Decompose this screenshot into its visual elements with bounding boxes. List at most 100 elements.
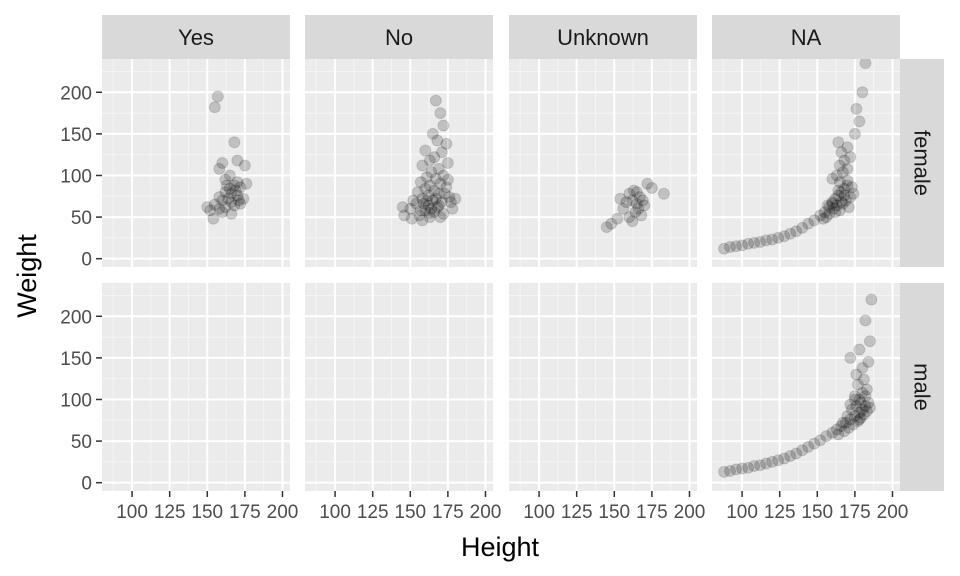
data-point [848,410,861,423]
panel-na-male [712,283,900,491]
data-point [851,415,864,428]
data-point [860,383,873,396]
y-tick-label: 200 [60,307,92,328]
data-point [832,136,845,149]
x-axis-title: Height [461,532,540,562]
data-point [859,390,872,403]
data-point [845,181,858,194]
data-point [208,198,221,211]
data-point [838,182,851,195]
x-tick-label: 150 [394,502,426,523]
data-point [778,230,791,243]
data-point [856,86,869,99]
data-point [414,204,427,217]
data-point [232,194,245,207]
data-point [841,162,854,175]
data-point [817,212,830,225]
data-point [754,459,767,472]
data-point [435,196,448,209]
data-point [853,393,866,406]
data-point [426,194,439,207]
data-point [234,197,247,210]
data-point [835,186,848,199]
data-point [730,240,743,253]
data-point [437,207,450,220]
y-tick-label: 100 [60,166,92,187]
data-point [865,293,878,306]
data-point [411,186,424,199]
panel-yes-male [102,283,290,491]
data-point [657,187,670,200]
strip-col-na: NA [712,15,900,59]
data-point [231,154,244,167]
data-point [856,386,869,399]
strip-background [509,15,697,59]
data-point [216,206,229,219]
data-point [213,162,226,175]
data-point [623,211,636,224]
data-point [844,191,857,204]
data-point [414,176,427,189]
data-point [850,400,863,413]
data-point [614,192,627,205]
y-tick-label: 200 [60,83,92,104]
data-point [437,119,450,132]
data-point [859,314,872,327]
data-point [208,101,221,114]
strip-col-yes: Yes [102,15,290,59]
data-point [420,171,433,184]
x-tick-label: 125 [154,502,186,523]
x-tick-label: 125 [561,502,593,523]
data-point [859,57,872,70]
data-point [853,406,866,419]
data-point [213,202,226,215]
data-point [814,209,827,222]
data-point [829,192,842,205]
panel-background [712,283,900,491]
data-point [398,209,411,222]
data-point [857,373,870,386]
strips-layer: Yes No Unknown NA female male [102,15,944,491]
strip-label: female [910,130,935,196]
data-point [207,212,220,225]
data-point [830,169,843,182]
data-point [428,206,441,219]
data-point [784,227,797,240]
data-point [863,335,876,348]
strip-label: male [910,363,935,411]
data-point [844,151,857,164]
data-point [237,192,250,205]
data-point [228,136,241,149]
data-point [856,403,869,416]
panel-background [305,59,493,267]
panel-background [712,59,900,267]
data-point [766,455,779,468]
data-point [225,207,238,220]
data-point [222,192,235,205]
data-point [638,199,651,212]
data-point [219,201,232,214]
data-point [225,196,238,209]
data-point [438,187,451,200]
data-point [829,206,842,219]
data-point [841,410,854,423]
data-point [204,204,217,217]
strip-label: NA [791,25,822,50]
data-point [422,189,435,202]
data-point [419,204,432,217]
data-point [419,182,432,195]
data-point [630,197,643,210]
data-point [429,172,442,185]
data-point [730,463,743,476]
y-tick-label: 150 [60,125,92,146]
data-point [760,234,773,247]
data-point [841,179,854,192]
data-point [760,457,773,470]
data-point [844,398,857,411]
data-point [823,201,836,214]
data-point [790,447,803,460]
data-point [223,182,236,195]
strip-background [900,59,944,267]
x-tick-label: 175 [636,502,668,523]
